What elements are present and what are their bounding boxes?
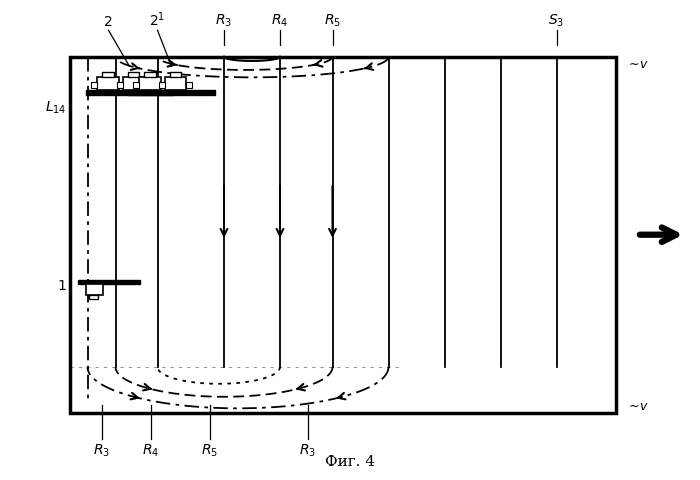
Bar xyxy=(127,72,139,78)
Text: $R_4$: $R_4$ xyxy=(142,442,159,458)
Text: $2^1$: $2^1$ xyxy=(149,10,166,29)
Text: $R_4$: $R_4$ xyxy=(272,12,288,29)
Text: $R_5$: $R_5$ xyxy=(324,12,341,29)
Text: 2: 2 xyxy=(104,15,113,29)
Bar xyxy=(161,83,167,89)
Text: $\sim\!v$: $\sim\!v$ xyxy=(626,399,650,412)
Bar xyxy=(144,72,156,78)
Bar xyxy=(119,83,125,89)
Bar xyxy=(86,285,103,295)
Bar xyxy=(86,91,173,96)
Text: $R_5$: $R_5$ xyxy=(202,442,218,458)
Text: $\sim\!v$: $\sim\!v$ xyxy=(626,58,650,72)
Bar xyxy=(91,83,97,89)
Text: 1: 1 xyxy=(57,278,66,293)
Bar xyxy=(70,58,616,413)
Bar xyxy=(164,78,186,91)
Text: $R_3$: $R_3$ xyxy=(300,442,316,458)
Bar xyxy=(133,83,139,89)
Bar xyxy=(102,72,114,78)
Bar xyxy=(144,83,150,89)
Text: $S_3$: $S_3$ xyxy=(548,12,565,29)
Bar xyxy=(128,91,215,96)
Text: $R_3$: $R_3$ xyxy=(93,442,110,458)
Text: $L_{14}$: $L_{14}$ xyxy=(45,100,66,116)
Bar xyxy=(169,72,181,78)
Bar xyxy=(139,78,161,91)
Bar xyxy=(186,83,192,89)
Text: Фиг. 4: Фиг. 4 xyxy=(325,454,375,468)
Bar xyxy=(78,281,140,285)
Bar xyxy=(159,83,164,89)
Text: $R_3$: $R_3$ xyxy=(216,12,232,29)
Bar xyxy=(122,78,144,91)
Bar xyxy=(117,83,122,89)
Bar xyxy=(89,295,99,300)
Bar xyxy=(97,78,119,91)
